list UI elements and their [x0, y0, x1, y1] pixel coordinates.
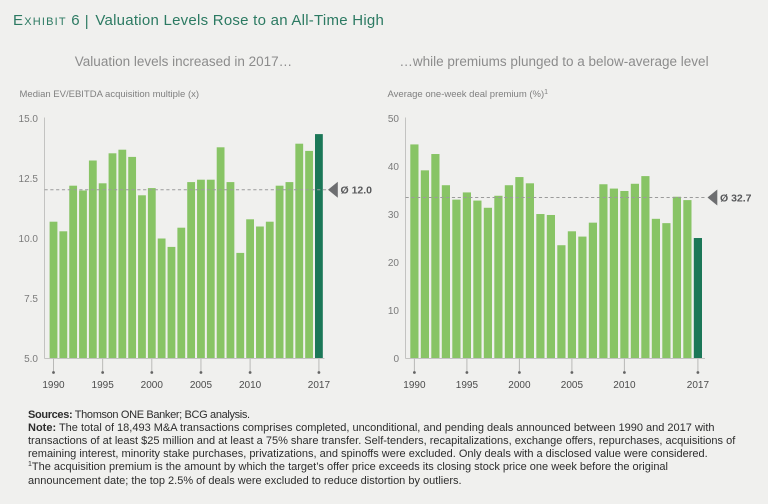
svg-text:Ø 32.7: Ø 32.7	[720, 193, 752, 205]
svg-text:2005: 2005	[561, 380, 584, 391]
svg-text:2017: 2017	[308, 380, 331, 391]
svg-text:10: 10	[388, 306, 400, 317]
svg-text:2017: 2017	[687, 380, 710, 391]
svg-text:2000: 2000	[141, 380, 164, 391]
svg-text:2010: 2010	[613, 380, 636, 391]
svg-text:15.0: 15.0	[19, 114, 39, 125]
svg-text:2005: 2005	[190, 380, 213, 391]
svg-text:2000: 2000	[508, 380, 531, 391]
svg-text:7.5: 7.5	[24, 294, 38, 305]
svg-text:Ø 12.0: Ø 12.0	[341, 185, 373, 197]
svg-text:0: 0	[393, 354, 399, 365]
svg-text:1995: 1995	[456, 380, 479, 391]
svg-text:2010: 2010	[239, 380, 262, 391]
svg-text:12.5: 12.5	[19, 174, 39, 185]
svg-text:50: 50	[388, 114, 400, 125]
svg-text:30: 30	[388, 210, 400, 221]
svg-text:20: 20	[388, 258, 400, 269]
svg-text:40: 40	[388, 162, 400, 173]
svg-text:10.0: 10.0	[19, 234, 39, 245]
svg-text:1990: 1990	[42, 380, 65, 391]
svg-text:1995: 1995	[92, 380, 115, 391]
svg-text:1990: 1990	[403, 380, 426, 391]
svg-text:5.0: 5.0	[24, 354, 38, 365]
